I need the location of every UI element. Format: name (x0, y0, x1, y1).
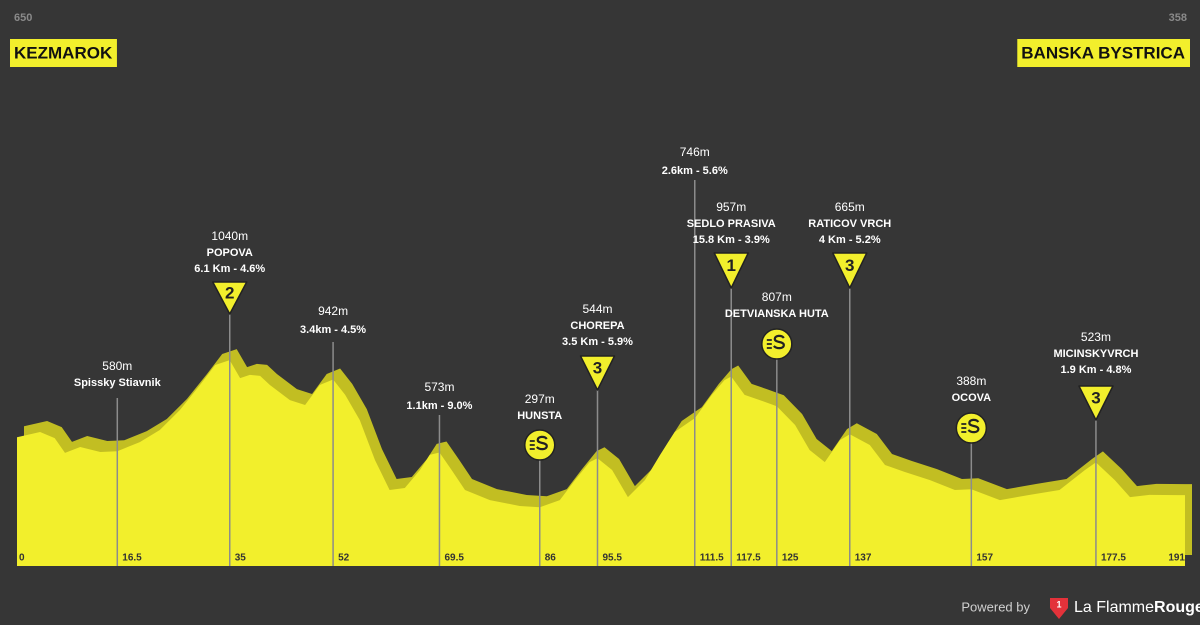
category-label: 3 (845, 256, 854, 275)
finish-name: BANSKA BYSTRICA (1021, 43, 1185, 62)
km-label: 95.5 (603, 553, 623, 564)
powered-by: Powered by (961, 599, 1030, 614)
category-badge (1078, 385, 1114, 421)
altitude-label: 523m (1081, 330, 1111, 344)
climb-info: 3.5 Km - 5.9% (562, 336, 633, 348)
sprint-badge (761, 328, 793, 360)
km-label: 177.5 (1101, 553, 1126, 564)
category-label: 1 (726, 256, 735, 275)
finish-box (1017, 39, 1190, 67)
start-box (10, 39, 117, 67)
point-name: Spissky Stiavnik (74, 377, 162, 389)
km-label: 137 (855, 553, 872, 564)
km-label: 117.5 (736, 553, 761, 564)
start-name: KEZMAROK (14, 43, 113, 62)
altitude-label: 957m (716, 200, 746, 214)
category-label: 2 (225, 284, 234, 303)
point-name: POPOVA (207, 247, 253, 259)
km-label: 86 (545, 553, 557, 564)
start-altitude: 650 (14, 12, 32, 24)
point-name: DETVIANSKA HUTA (725, 308, 829, 320)
finish-altitude: 358 (1169, 12, 1187, 24)
altitude-label: 746m (680, 145, 710, 159)
altitude-label: 580m (102, 359, 132, 373)
sprint-lines (529, 440, 535, 450)
sprint-badge (955, 412, 988, 444)
climb-info: 3.4km - 4.5% (300, 324, 366, 336)
brand-bold: Rouge (1154, 599, 1200, 616)
altitude-label: 665m (835, 200, 865, 214)
point-name: MICINSKYVRCH (1053, 348, 1138, 360)
altitude-label: 942m (318, 304, 348, 318)
altitude-label: 544m (582, 302, 612, 316)
km-label: 191 (1168, 553, 1185, 564)
profile-area (17, 360, 1185, 566)
climb-info: 15.8 Km - 3.9% (693, 234, 770, 246)
km-label: 111.5 (700, 553, 724, 564)
point-name: HUNSTA (517, 410, 562, 422)
sprint-s (967, 418, 980, 434)
altitude-label: 1040m (211, 229, 248, 243)
climb-info: 1.9 Km - 4.8% (1060, 364, 1131, 376)
climb-info: 1.1km - 9.0% (406, 400, 472, 412)
km-label: 157 (976, 553, 993, 564)
category-badge (713, 252, 749, 289)
category-label: 3 (1091, 388, 1100, 407)
sprint-lines (766, 339, 772, 349)
sprint-s (773, 334, 785, 350)
point-name: SEDLO PRASIVA (687, 218, 776, 230)
brand-light: La Flamme (1074, 599, 1154, 616)
km-label: 69.5 (444, 553, 464, 564)
km-label: 0 (19, 553, 25, 564)
category-badge (579, 355, 616, 391)
sprint-s (535, 435, 548, 451)
km-label: 125 (782, 553, 799, 564)
category-badge (211, 281, 248, 315)
altitude-label: 807m (762, 290, 792, 304)
sprint-badge (524, 429, 556, 461)
point-name: CHOREPA (570, 320, 624, 332)
category-label: 3 (593, 358, 602, 377)
brand-logo (1050, 598, 1068, 619)
km-label: 16.5 (122, 553, 142, 564)
altitude-label: 297m (525, 392, 555, 406)
km-label: 35 (235, 553, 247, 564)
category-badge (832, 252, 868, 289)
km-label: 52 (338, 553, 350, 564)
point-name: RATICOV VRCH (808, 218, 891, 230)
point-name: OCOVA (952, 392, 992, 404)
brand-logo-mark: 1 (1056, 599, 1061, 609)
climb-info: 6.1 Km - 4.6% (194, 263, 265, 275)
altitude-label: 573m (424, 380, 454, 394)
sprint-lines (961, 423, 967, 433)
altitude-label: 388m (956, 374, 986, 388)
climb-info: 2.6km - 5.6% (662, 165, 728, 177)
brand-name: La FlammeRouge (1074, 599, 1200, 616)
climb-info: 4 Km - 5.2% (819, 234, 881, 246)
